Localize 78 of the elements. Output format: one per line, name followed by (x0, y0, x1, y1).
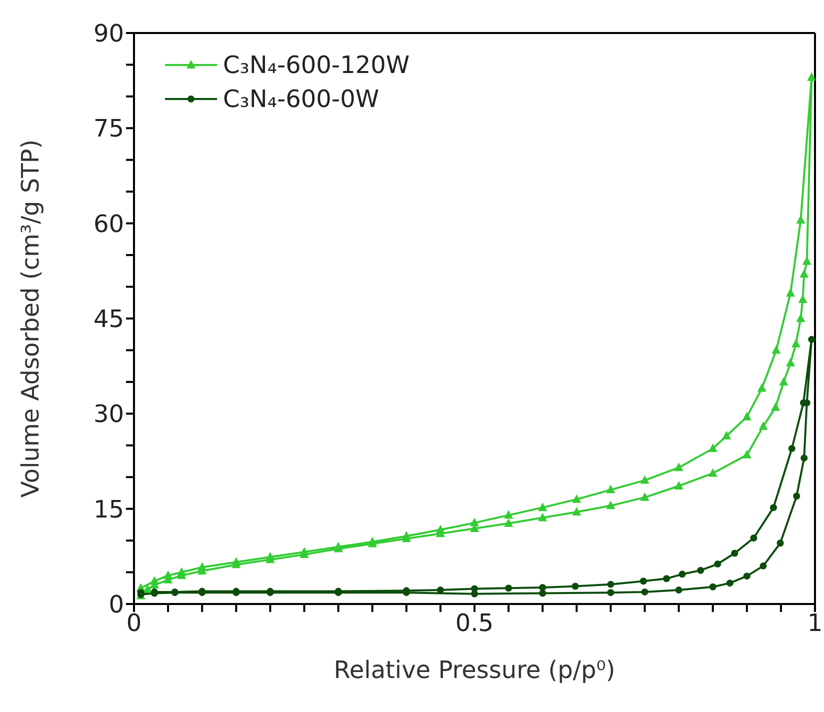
point (470, 518, 479, 526)
point (606, 484, 616, 494)
point (538, 512, 548, 522)
point (708, 468, 718, 477)
point (786, 358, 795, 366)
point (300, 546, 309, 556)
point (539, 584, 546, 592)
point (757, 383, 766, 392)
point (266, 552, 275, 561)
y-axis-title: Volume Adsorbed (cm³/g STP) (16, 139, 45, 498)
point (708, 444, 718, 452)
point (143, 584, 152, 593)
point (164, 570, 173, 579)
y-tick-label: 90 (93, 20, 124, 48)
point (471, 585, 478, 592)
point (743, 572, 750, 580)
x-tick-label: 0.5 (455, 609, 494, 638)
point (538, 502, 548, 512)
point (726, 580, 734, 587)
point (808, 336, 815, 343)
point (640, 492, 650, 501)
point (678, 570, 686, 578)
x-tick-label: 0 (126, 609, 142, 638)
y-tick-label: 45 (93, 305, 124, 334)
point (793, 492, 800, 500)
x-axis-title: Relative Pressure (p/p⁰) (334, 656, 616, 684)
point (750, 534, 758, 542)
point (177, 567, 186, 576)
point (709, 583, 716, 590)
point (640, 578, 647, 585)
legend-label: C₃N₄-600-0W (223, 84, 380, 115)
point (796, 314, 806, 322)
point (504, 518, 514, 527)
point (232, 557, 241, 566)
y-tick-label: 15 (93, 495, 124, 524)
point (641, 588, 648, 596)
x-tick-label: 1 (807, 609, 823, 638)
point (402, 531, 411, 540)
point (436, 524, 445, 534)
point (771, 402, 780, 411)
y-tick-label: 60 (93, 210, 124, 238)
point (722, 430, 731, 440)
point (606, 500, 616, 510)
point (731, 550, 738, 557)
point (674, 462, 684, 472)
point (800, 454, 808, 462)
point (760, 562, 767, 570)
point (779, 376, 788, 386)
point (758, 421, 768, 430)
y-tick-label: 30 (93, 400, 124, 428)
point (714, 560, 722, 568)
point (742, 450, 752, 458)
y-tick-label: 75 (93, 114, 124, 143)
point (697, 566, 704, 574)
point (607, 580, 614, 588)
point (770, 504, 777, 512)
point (800, 269, 809, 278)
point (788, 445, 796, 452)
point (572, 582, 579, 590)
point (742, 412, 752, 420)
point (791, 338, 800, 348)
point (198, 562, 207, 571)
point (505, 584, 512, 592)
point (150, 576, 159, 585)
legend-label: C₃N₄-600-120W (223, 50, 410, 81)
point (776, 540, 784, 547)
point (807, 72, 815, 81)
point (640, 475, 650, 484)
point (663, 575, 670, 582)
point (772, 345, 781, 354)
y-tick-label: 0 (108, 590, 124, 619)
point (572, 494, 582, 503)
point (607, 589, 614, 596)
point (572, 507, 582, 516)
point (504, 510, 514, 519)
point (675, 586, 682, 594)
point (674, 480, 684, 490)
point (786, 288, 795, 297)
